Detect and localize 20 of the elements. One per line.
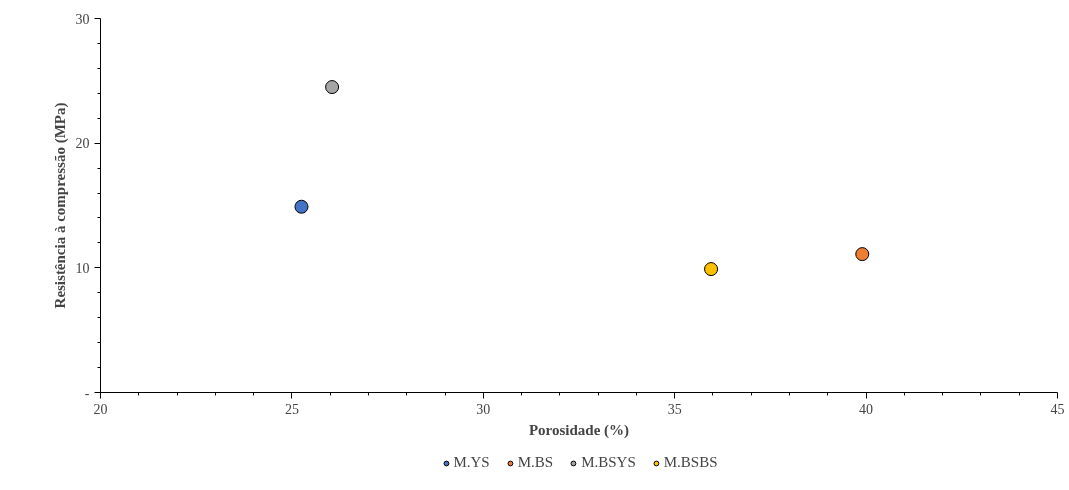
y-tick-label: -	[84, 385, 90, 401]
x-tick-label: 20	[93, 401, 108, 417]
legend-label: M.BS	[517, 454, 554, 471]
point	[704, 262, 719, 277]
legend-label: M.YS	[453, 454, 490, 471]
x-tick-label: 30	[476, 401, 491, 417]
y-tick-label: 30	[75, 11, 90, 27]
x-tick-label: 35	[667, 401, 682, 417]
point	[294, 199, 309, 214]
x-tick-label: 45	[1050, 401, 1065, 417]
x-tick-label: 25	[284, 401, 299, 417]
x-tick-label: 40	[859, 401, 874, 417]
y-axis-title: Resistência à compressão (MPa)	[51, 102, 69, 309]
point	[325, 80, 340, 95]
legend-label: M.BSYS	[581, 454, 636, 471]
x-axis-title: Porosidade (%)	[528, 421, 630, 439]
y-tick-label: 20	[75, 136, 90, 152]
legend-label: M.BSBS	[663, 454, 718, 471]
point	[855, 247, 870, 262]
y-tick-label: 10	[75, 260, 90, 276]
